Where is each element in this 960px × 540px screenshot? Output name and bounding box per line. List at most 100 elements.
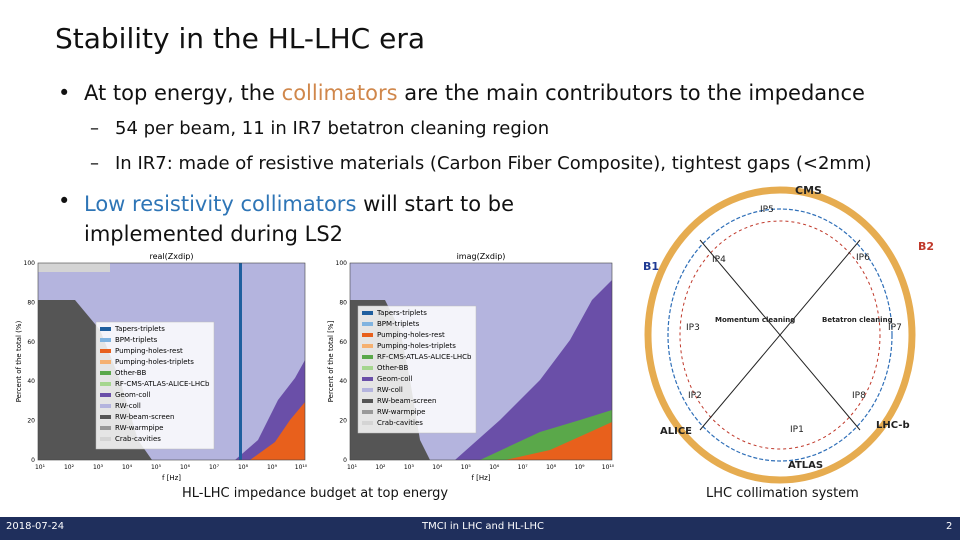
y-tick-label: 20	[27, 418, 35, 425]
legend-label: Other-BB	[377, 364, 409, 372]
footer-bar	[0, 517, 960, 540]
x-tick-label: 10¹	[347, 464, 358, 471]
x-tick-label: 10⁷	[209, 464, 220, 471]
ring-label: ATLAS	[788, 460, 823, 471]
legend-label: BPM-triplets	[115, 336, 158, 344]
x-tick-label: 10¹⁰	[602, 464, 615, 471]
legend-box	[95, 321, 215, 450]
legend-label: RW-coll	[377, 386, 403, 394]
highlight: collimators	[281, 81, 398, 105]
legend-label: Crab-cavities	[377, 419, 423, 427]
x-tick-label: 10¹⁰	[295, 464, 308, 471]
y-tick-label: 80	[27, 299, 35, 306]
y-tick-label: 40	[27, 378, 35, 385]
legend-swatch	[100, 437, 111, 441]
ring-label: CMS	[795, 184, 822, 197]
x-axis-label: f [Hz]	[162, 474, 181, 482]
x-tick-label: 10³	[404, 464, 415, 471]
legend-swatch	[362, 322, 373, 326]
ring-label: B2	[918, 240, 934, 253]
x-tick-label: 10²	[375, 464, 386, 471]
legend-label: Pumping-holes-triplets	[115, 358, 194, 366]
x-axis-label: f [Hz]	[471, 474, 490, 482]
legend-swatch	[100, 393, 111, 397]
y-tick-label: 0	[343, 457, 347, 464]
ring-label: ALICE	[660, 426, 692, 437]
legend-label: Geom-coll	[377, 375, 412, 383]
ring	[644, 186, 916, 484]
x-tick-label: 10⁴	[432, 464, 443, 471]
legend-label: Pumping-holes-triplets	[377, 342, 456, 350]
ring-label: LHC-b	[876, 420, 910, 431]
y-axis-label: Percent of the total (%)	[15, 320, 23, 402]
legend-label: Tapers-triplets	[114, 325, 165, 333]
sub-bullet: In IR7: made of resistive materials (Car…	[115, 153, 872, 174]
legend-label: BPM-triplets	[377, 320, 420, 328]
text: are the main contributors to the impedan…	[397, 81, 865, 105]
area	[455, 280, 612, 460]
y-axis-label: Percent of the total [%]	[327, 320, 335, 402]
bullet-marker: •	[58, 81, 71, 105]
x-tick-label: 10⁵	[151, 464, 162, 471]
ring-label: B1	[643, 260, 659, 273]
slide-title: Stability in the HL-LHC era	[55, 22, 426, 55]
legend-swatch	[362, 311, 373, 315]
ring-label: Momentum cleaning	[715, 316, 795, 324]
ring-label: IP8	[852, 391, 866, 401]
legend-label: RW-coll	[115, 402, 141, 410]
legend-label: Geom-coll	[115, 391, 150, 399]
footer-title: TMCI in LHC and HL-LHC	[422, 521, 544, 532]
ring-label: Betatron cleaning	[822, 316, 893, 324]
legend-swatch	[100, 371, 111, 375]
legend-swatch	[100, 404, 111, 408]
legend-swatch	[100, 426, 111, 430]
area	[38, 263, 110, 272]
legend-swatch	[362, 421, 373, 425]
legend-swatch	[100, 360, 111, 364]
sub-marker: –	[90, 153, 99, 174]
legend-label: RW-warmpipe	[377, 408, 425, 416]
legend-label: Pumping-holes-rest	[377, 331, 445, 339]
x-tick-label: 10³	[93, 464, 104, 471]
plot-title: real(Zxdip)	[150, 252, 194, 261]
x-tick-label: 10⁹	[575, 464, 586, 471]
ring-label: IP7	[888, 323, 902, 333]
legend-box	[357, 305, 477, 434]
bullet: At top energy, the collimators are the m…	[84, 81, 865, 105]
x-tick-label: 10⁶	[180, 464, 191, 471]
y-tick-label: 100	[336, 260, 348, 267]
y-tick-label: 100	[24, 260, 36, 267]
legend-label: RF-CMS-ATLAS-ALICE-LHCb	[377, 353, 472, 361]
y-tick-label: 60	[339, 339, 347, 346]
beam-line	[679, 220, 881, 450]
footer-date: 2018-07-24	[6, 521, 65, 532]
ring-label: IP3	[686, 323, 700, 333]
ring-diagram	[644, 186, 916, 484]
legend-swatch	[100, 382, 111, 386]
caption: HL-LHC impedance budget at top energy	[182, 486, 449, 501]
y-tick-label: 80	[339, 299, 347, 306]
y-tick-label: 60	[27, 339, 35, 346]
legend-swatch	[362, 333, 373, 337]
x-tick-label: 10¹	[35, 464, 46, 471]
page-number: 2	[946, 521, 953, 532]
x-tick-label: 10⁵	[461, 464, 472, 471]
axes-frame	[349, 262, 613, 461]
legend-label: RW-warmpipe	[115, 424, 163, 432]
text: At top energy, the	[84, 81, 282, 105]
legend-swatch	[362, 410, 373, 414]
plot-title: imag(Zxdip)	[457, 252, 506, 261]
x-tick-label: 10⁴	[122, 464, 133, 471]
x-tick-label: 10⁷	[518, 464, 529, 471]
area	[239, 263, 242, 460]
x-tick-label: 10⁶	[489, 464, 500, 471]
caption: LHC collimation system	[706, 486, 859, 501]
legend-swatch	[100, 415, 111, 419]
sub-marker: –	[90, 118, 99, 139]
ring-label: IP1	[790, 425, 804, 435]
y-tick-label: 0	[31, 457, 35, 464]
legend-swatch	[100, 327, 111, 331]
area	[250, 402, 305, 460]
